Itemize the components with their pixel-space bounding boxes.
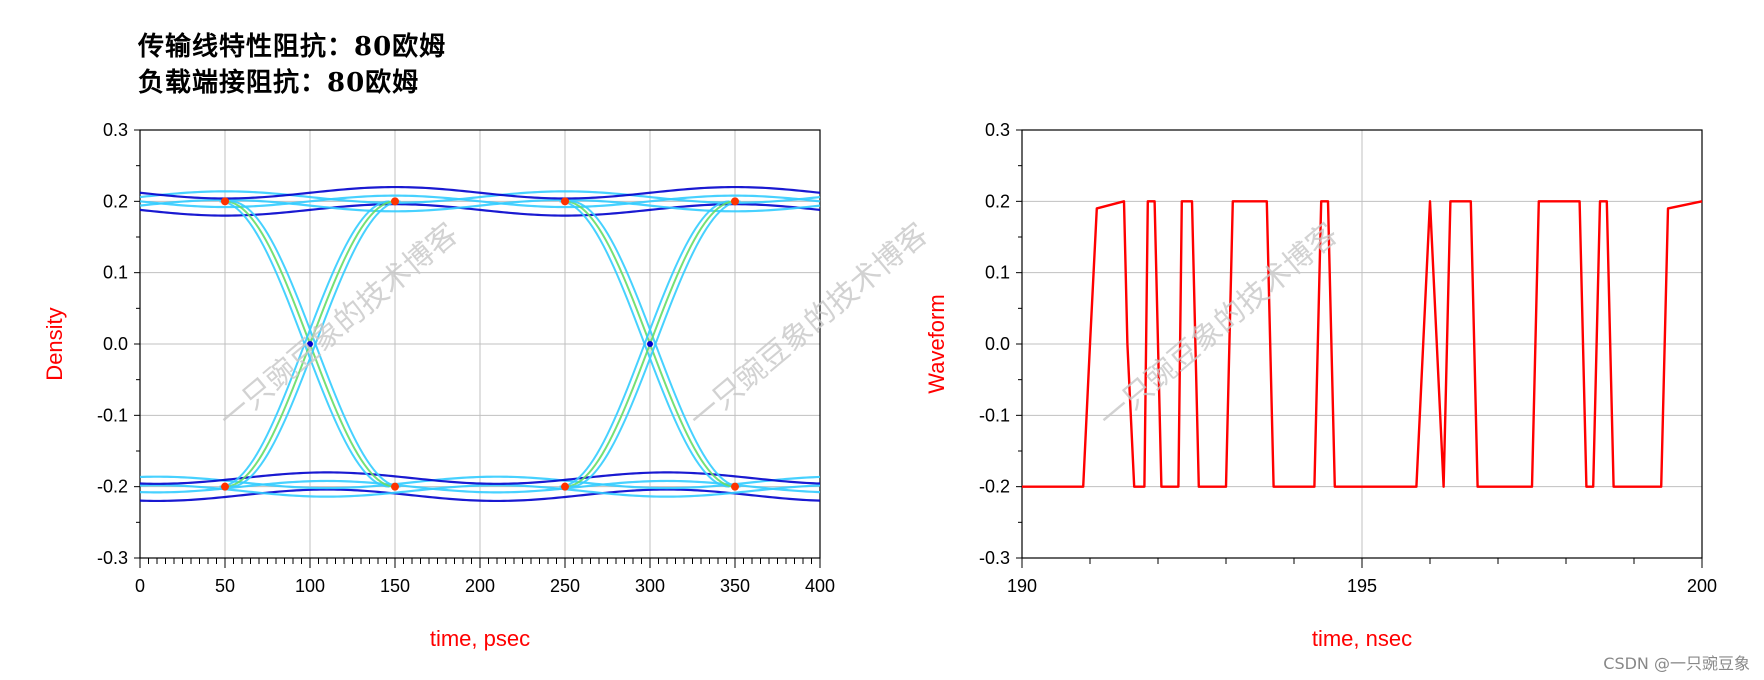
eye-rail-trace — [139, 475, 821, 490]
x-tick-label: 100 — [295, 576, 325, 596]
eye-density-hotspot — [561, 197, 569, 206]
eye-rail-trace — [139, 479, 821, 494]
eye-crossing — [307, 341, 313, 347]
x-tick-label: 350 — [720, 576, 750, 596]
y-tick-label: 0.3 — [103, 120, 128, 140]
x-tick-label: 195 — [1347, 576, 1377, 596]
y-tick-label: -0.1 — [97, 405, 128, 425]
waveform-line — [1022, 200, 1703, 488]
eye-transition-trace — [230, 200, 401, 488]
x-tick-label: 400 — [805, 576, 835, 596]
eye-rail-trace — [139, 194, 821, 209]
y-tick-label: 0.3 — [985, 120, 1010, 140]
eye-density-hotspot — [561, 482, 569, 491]
eye-rail-trace — [139, 185, 821, 200]
heading-line-1: 传输线特性阻抗：80欧姆 — [138, 32, 447, 62]
eye-rail-trace — [139, 198, 821, 213]
y-tick-label: 0.1 — [103, 263, 128, 283]
x-tick-label: 0 — [135, 576, 145, 596]
eye-density-hotspot — [221, 197, 229, 206]
eye-density-hotspot — [221, 482, 229, 491]
waveform-chart: 0.3 0.2 0.1 0.0 -0.1 -0.2 -0.3 190 195 200 time, n… — [924, 120, 1717, 651]
y-tick-label: 0.0 — [985, 334, 1010, 354]
eye-rail-trace — [139, 484, 821, 498]
x-axis-title: time, nsec — [1312, 626, 1412, 651]
y-tick-label: 0.2 — [985, 191, 1010, 211]
y-tick-label: -0.2 — [979, 477, 1010, 497]
watermark-text: 一只豌豆象的技术博客 — [1093, 216, 1345, 436]
x-tick-label: 150 — [380, 576, 410, 596]
credit-text: CSDN @一只豌豆象 — [1603, 654, 1750, 673]
y-tick-label: -0.1 — [979, 405, 1010, 425]
eye-density-hotspot — [391, 197, 399, 206]
watermark-text: 一只豌豆象的技术博客 — [683, 216, 935, 436]
watermark-layer: 一只豌豆象的技术博客 一只豌豆象的技术博客 一只豌豆象的技术博客 — [213, 216, 1345, 436]
y-tick-label: -0.3 — [979, 548, 1010, 568]
heading-line-2: 负载端接阻抗：80欧姆 — [138, 68, 420, 98]
x-tick-label: 200 — [1687, 576, 1717, 596]
y-tick-label: 0.2 — [103, 191, 128, 211]
y-tick-label: -0.2 — [97, 477, 128, 497]
y-tick-label: 0.0 — [103, 334, 128, 354]
y-axis-title: Density — [42, 307, 67, 380]
eye-density-hotspot — [731, 197, 739, 206]
x-tick-label: 200 — [465, 576, 495, 596]
y-tick-label: 0.1 — [985, 263, 1010, 283]
eye-transition-trace — [570, 200, 741, 488]
eye-crossing — [647, 341, 653, 347]
y-axis-title: Waveform — [924, 294, 949, 393]
x-tick-label: 190 — [1007, 576, 1037, 596]
eye-transition-trace — [219, 200, 390, 488]
eye-rail-trace — [139, 190, 821, 204]
eye-transition-trace — [559, 200, 730, 488]
x-tick-label: 50 — [215, 576, 235, 596]
eye-diagram-chart: 0.3 0.2 0.1 0.0 -0.1 -0.2 -0.3 0 50 100 150 200 250 3… — [42, 120, 835, 651]
x-axis-title: time, psec — [430, 626, 530, 651]
y-tick-label: -0.3 — [97, 548, 128, 568]
eye-density-hotspot — [391, 482, 399, 491]
x-tick-label: 250 — [550, 576, 580, 596]
x-tick-label: 300 — [635, 576, 665, 596]
eye-density-hotspot — [731, 482, 739, 491]
eye-rail-trace — [139, 488, 821, 503]
